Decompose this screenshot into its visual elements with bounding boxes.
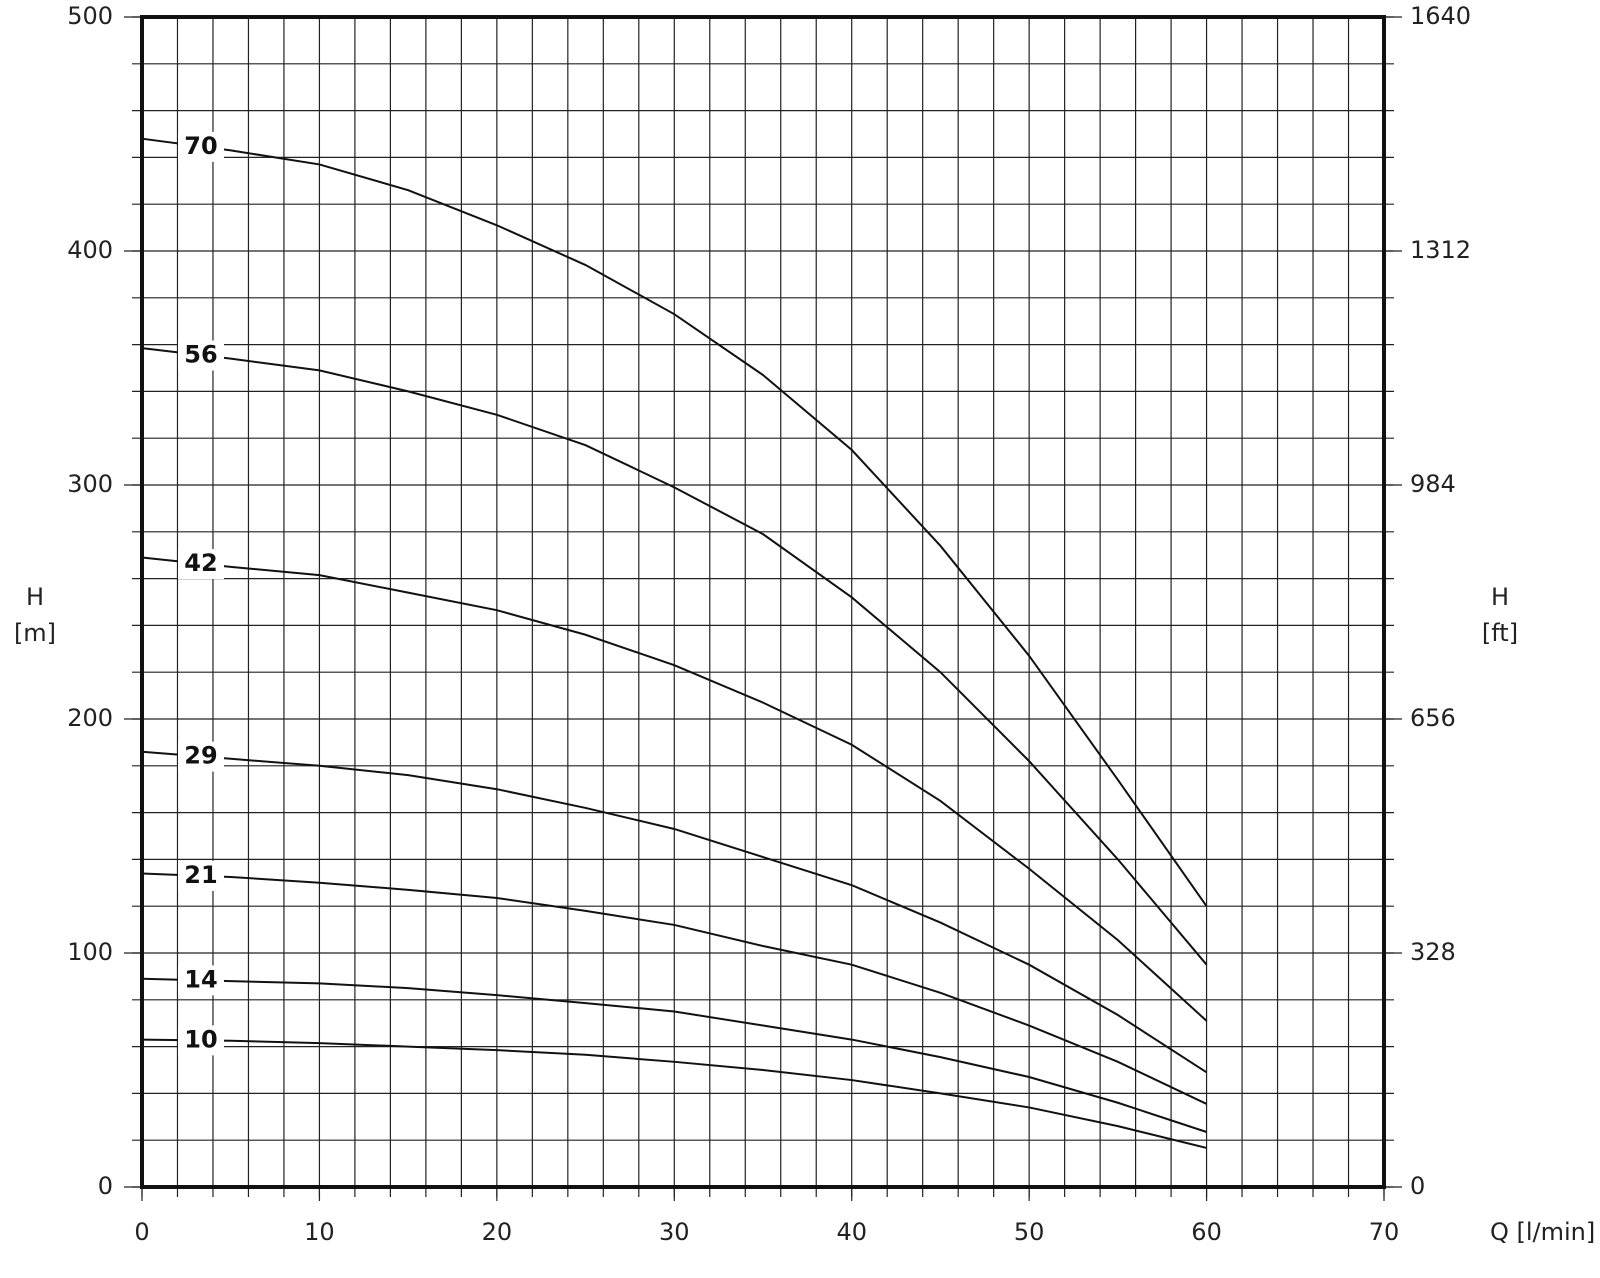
y2-tick-label: 1312 [1410,236,1471,264]
y2-axis-unit: [ft] [1482,619,1518,647]
curve-label: 42 [184,549,217,577]
y-tick-label: 200 [67,704,113,732]
curve-label: 21 [184,861,217,889]
curve-label-bg [178,549,224,580]
y2-tick-label: 656 [1410,704,1456,732]
curve-label-bg [178,741,224,772]
curve-label-bg [178,965,224,996]
curve-label-bg [178,1025,224,1056]
plot-frame [140,15,1386,1189]
y-tick-label: 500 [67,2,113,30]
y2-tick-label: 0 [1410,1172,1425,1200]
y2-tick-label: 1640 [1410,2,1471,30]
curve-label: 14 [184,965,217,993]
curve-label: 56 [184,340,217,368]
y2-tick-label: 328 [1410,938,1456,966]
y-axis-unit: [m] [14,619,56,647]
pump-curve [141,750,1208,1074]
x-tick-label: 20 [482,1218,513,1246]
y2-tick-label: 984 [1410,470,1456,498]
pump-curve [141,556,1208,1022]
pump-curve [141,977,1207,1133]
x-tick-label: 50 [1014,1218,1045,1246]
pump-curve [141,1038,1207,1149]
pump-curve [141,872,1208,1105]
y-tick-label: 100 [67,938,113,966]
x-tick-label: 60 [1191,1218,1222,1246]
x-tick-label: 0 [134,1218,149,1246]
y-axis-label: H [26,583,44,611]
curve-label: 70 [184,132,217,160]
x-tick-label: 40 [836,1218,867,1246]
curve-label: 10 [184,1025,217,1053]
y-tick-label: 0 [98,1172,113,1200]
curve-label: 29 [184,742,217,770]
x-tick-label: 10 [304,1218,335,1246]
y2-axis-label: H [1491,583,1509,611]
y-tick-label: 300 [67,470,113,498]
x-tick-label: 30 [659,1218,690,1246]
x-tick-label: 70 [1369,1218,1400,1246]
pump-curve [141,347,1208,966]
x-axis-label: Q [l/min] [1490,1218,1595,1246]
curve-label-bg [178,340,224,371]
curve-label-bg [178,131,224,162]
curve-label-bg [178,860,224,891]
y-tick-label: 400 [67,236,113,264]
pump-curve [141,137,1208,907]
